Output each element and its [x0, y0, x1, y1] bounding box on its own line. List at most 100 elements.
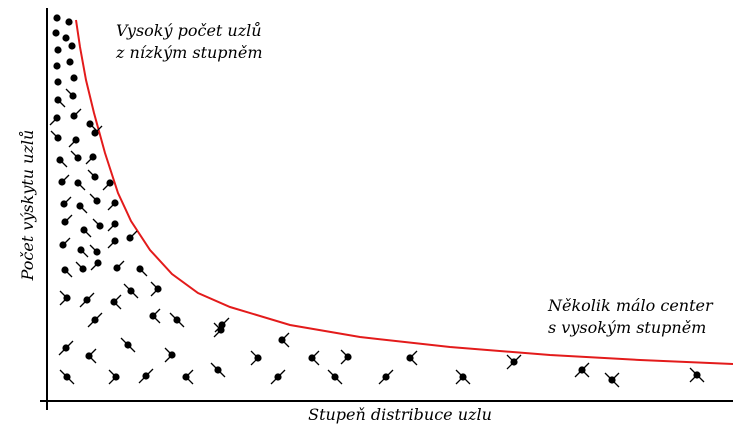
node-dot — [62, 344, 70, 352]
node-dot — [578, 366, 586, 374]
network-node — [108, 369, 120, 385]
network-node — [85, 348, 97, 364]
node-dot — [72, 136, 80, 144]
network-node — [214, 317, 230, 333]
network-node — [76, 202, 88, 214]
annotation-few-hubs: Několik málo center s vysokým stupněm — [548, 295, 713, 339]
network-node — [60, 196, 72, 208]
network-node — [52, 29, 60, 37]
node-dot — [54, 134, 62, 142]
network-node — [107, 220, 119, 232]
network-node — [58, 174, 70, 186]
network-node — [74, 179, 86, 191]
node-dot — [89, 153, 97, 161]
node-dot — [142, 372, 150, 380]
node-dot — [74, 179, 82, 187]
node-dot — [58, 178, 66, 186]
node-dot — [182, 373, 190, 381]
node-dot — [113, 264, 121, 272]
node-dot — [54, 78, 62, 86]
annotation-high-count: Vysoký počet uzlů z nízkým stupněm — [116, 20, 263, 64]
node-dot — [331, 373, 339, 381]
network-node — [77, 246, 89, 258]
annotation-few-hubs-line-2: s vysokým stupněm — [548, 318, 707, 337]
node-dot — [76, 202, 84, 210]
node-dot — [93, 197, 101, 205]
network-node — [91, 125, 103, 137]
network-node — [80, 226, 92, 238]
node-dot — [54, 46, 62, 54]
node-dot — [149, 312, 157, 320]
node-dot — [218, 321, 226, 329]
node-dot — [74, 154, 82, 162]
node-dot — [136, 265, 144, 273]
node-dot — [53, 114, 61, 122]
node-dot — [168, 351, 176, 359]
node-dot — [53, 62, 61, 70]
node-dot — [66, 58, 74, 66]
node-dot — [94, 259, 102, 267]
network-node — [107, 199, 119, 211]
network-node — [378, 369, 394, 385]
network-node — [85, 153, 97, 165]
node-dot — [344, 353, 352, 361]
network-node — [49, 114, 61, 126]
node-dot — [693, 371, 701, 379]
network-node — [54, 46, 62, 54]
network-node — [58, 340, 74, 356]
node-dot — [85, 352, 93, 360]
node-dot — [70, 112, 78, 120]
node-dot — [308, 354, 316, 362]
annotation-few-hubs-line-1: Několik málo center — [548, 296, 713, 315]
network-node — [59, 369, 75, 385]
node-dot — [173, 316, 181, 324]
node-dot — [254, 354, 262, 362]
node-dot — [59, 241, 67, 249]
network-node — [113, 260, 125, 272]
network-node — [107, 237, 119, 249]
network-node — [56, 156, 68, 168]
network-node — [50, 130, 62, 142]
node-dot — [52, 29, 60, 37]
network-node — [70, 108, 82, 120]
network-node — [53, 62, 61, 70]
network-node — [149, 308, 161, 324]
node-dot — [56, 156, 64, 164]
network-node — [92, 218, 104, 230]
node-dot — [110, 298, 118, 306]
node-dot — [154, 285, 162, 293]
network-node — [65, 88, 77, 100]
x-axis-label: Stupeň distribuce uzlu — [308, 405, 492, 424]
y-axis-label: Počet výskytu uzlů — [18, 129, 37, 281]
network-node — [110, 294, 122, 310]
network-node — [455, 369, 471, 385]
node-dot — [65, 18, 73, 26]
power-law-curve — [75, 19, 733, 365]
node-dot — [608, 376, 616, 384]
network-node — [89, 244, 101, 256]
network-node — [574, 362, 590, 378]
node-dot — [127, 287, 135, 295]
network-node — [308, 350, 320, 366]
node-dot — [54, 96, 62, 104]
network-node — [62, 34, 70, 42]
node-dot — [63, 294, 71, 302]
node-dot — [124, 341, 132, 349]
network-node — [340, 349, 352, 365]
node-dot — [77, 246, 85, 254]
network-node — [120, 337, 136, 353]
node-dot — [214, 366, 222, 374]
node-dot — [70, 74, 78, 82]
network-node — [210, 362, 226, 378]
network-node — [59, 237, 71, 249]
network-node — [61, 266, 73, 278]
network-node — [53, 14, 61, 22]
network-node — [65, 18, 73, 26]
network-node — [54, 96, 66, 108]
annotation-high-count-line-1: Vysoký počet uzlů — [116, 21, 262, 40]
node-dot — [112, 373, 120, 381]
node-dot — [111, 220, 119, 228]
network-node — [87, 312, 103, 328]
